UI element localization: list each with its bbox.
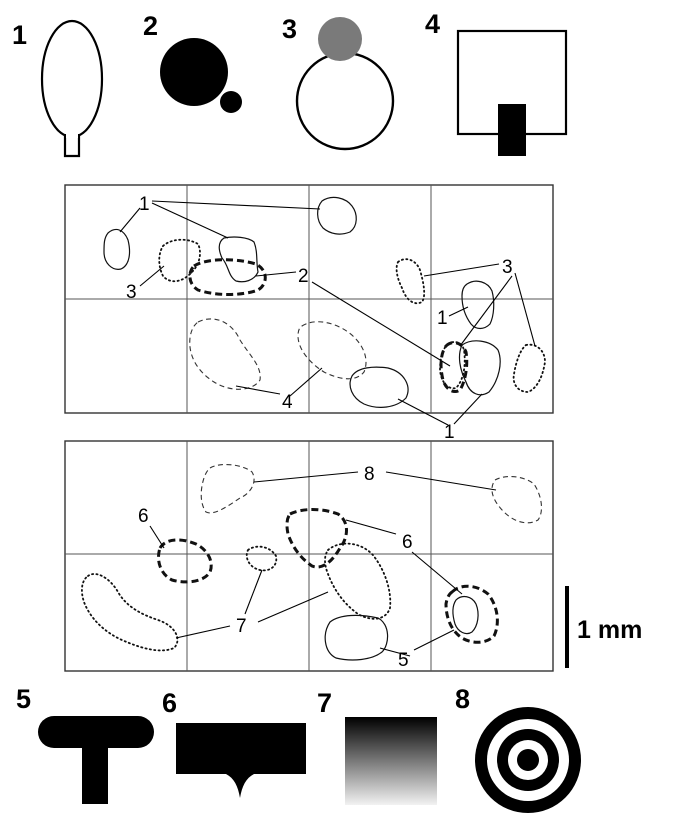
outline-type-8 [491,475,543,524]
key-item-8: 8 [455,684,581,813]
black-circle-with-knob-icon [160,38,242,113]
key-item-1: 1 [12,19,104,158]
outline-type-4 [297,321,367,380]
callout-label: 7 [236,616,247,637]
callout-label: 1 [437,308,448,329]
key-number-4: 4 [425,9,440,39]
callout-label: 1 [139,194,150,215]
outline-type-1 [218,236,259,283]
key-item-7: 7 [317,688,437,805]
outline-type-2 [188,258,267,296]
outline-type-6 [285,508,348,569]
panel-top-callouts: 1 3 2 3 1 4 1 [126,194,513,443]
outline-type-1 [349,366,409,408]
ellipse-with-stem-icon [40,19,104,158]
outline-type-3 [395,258,426,305]
panel-bottom: 8 6 6 7 5 [64,440,554,672]
key-number-5: 5 [16,684,31,714]
circle-with-grey-cap-icon [295,17,395,151]
scale-bar: 1 mm [565,586,642,668]
black-rectangle-with-point-icon [176,723,306,798]
outline-type-7 [245,545,278,572]
square-with-black-block-icon [456,29,568,156]
callout-label: 6 [138,506,149,527]
outline-type-1 [103,228,131,270]
callout-label: 3 [126,282,137,303]
key-top: 1 2 3 4 [12,9,568,158]
outline-type-1 [317,196,357,235]
key-number-2: 2 [143,11,158,41]
callout-label: 4 [282,392,293,413]
callout-label: 1 [444,422,455,443]
key-number-3: 3 [282,14,297,44]
callout-label: 8 [364,464,375,485]
key-item-6: 6 [162,688,306,798]
callout-label: 6 [402,532,413,553]
panel-top-outlines [103,196,546,408]
outline-type-8 [200,463,255,514]
key-bottom: 5 6 7 8 [16,684,581,813]
panel-bottom-callouts: 8 6 6 7 5 [138,464,413,671]
panel-top-leaders [119,200,536,426]
key-number-1: 1 [12,20,27,50]
outline-type-6 [444,584,499,644]
callout-label: 5 [398,650,409,671]
panel-top-grid [65,185,553,413]
panel-bottom-outlines [81,463,543,661]
outline-type-1 [458,340,501,396]
panel-bottom-leaders [149,471,497,657]
key-number-8: 8 [455,684,470,714]
panel-top: 1 3 2 3 1 4 1 [64,184,554,443]
key-number-7: 7 [317,688,332,718]
key-item-3: 3 [282,14,395,151]
callout-label: 3 [502,257,513,278]
outline-type-4 [189,318,261,390]
key-item-4: 4 [425,9,568,156]
outline-type-5 [324,614,389,661]
concentric-rings-icon [475,707,581,813]
outline-type-6 [157,538,213,584]
outline-type-7 [81,573,179,652]
outline-type-3 [512,343,546,393]
outline-type-5 [452,595,479,635]
callout-label: 2 [298,266,309,287]
black-t-shape-icon [38,716,154,804]
outline-type-2 [439,341,469,394]
key-item-2: 2 [143,11,242,113]
scale-bar-label: 1 mm [577,616,642,644]
grey-gradient-square-icon [345,717,437,805]
key-number-6: 6 [162,688,177,718]
key-item-5: 5 [16,684,154,804]
outline-type-1 [461,280,495,330]
